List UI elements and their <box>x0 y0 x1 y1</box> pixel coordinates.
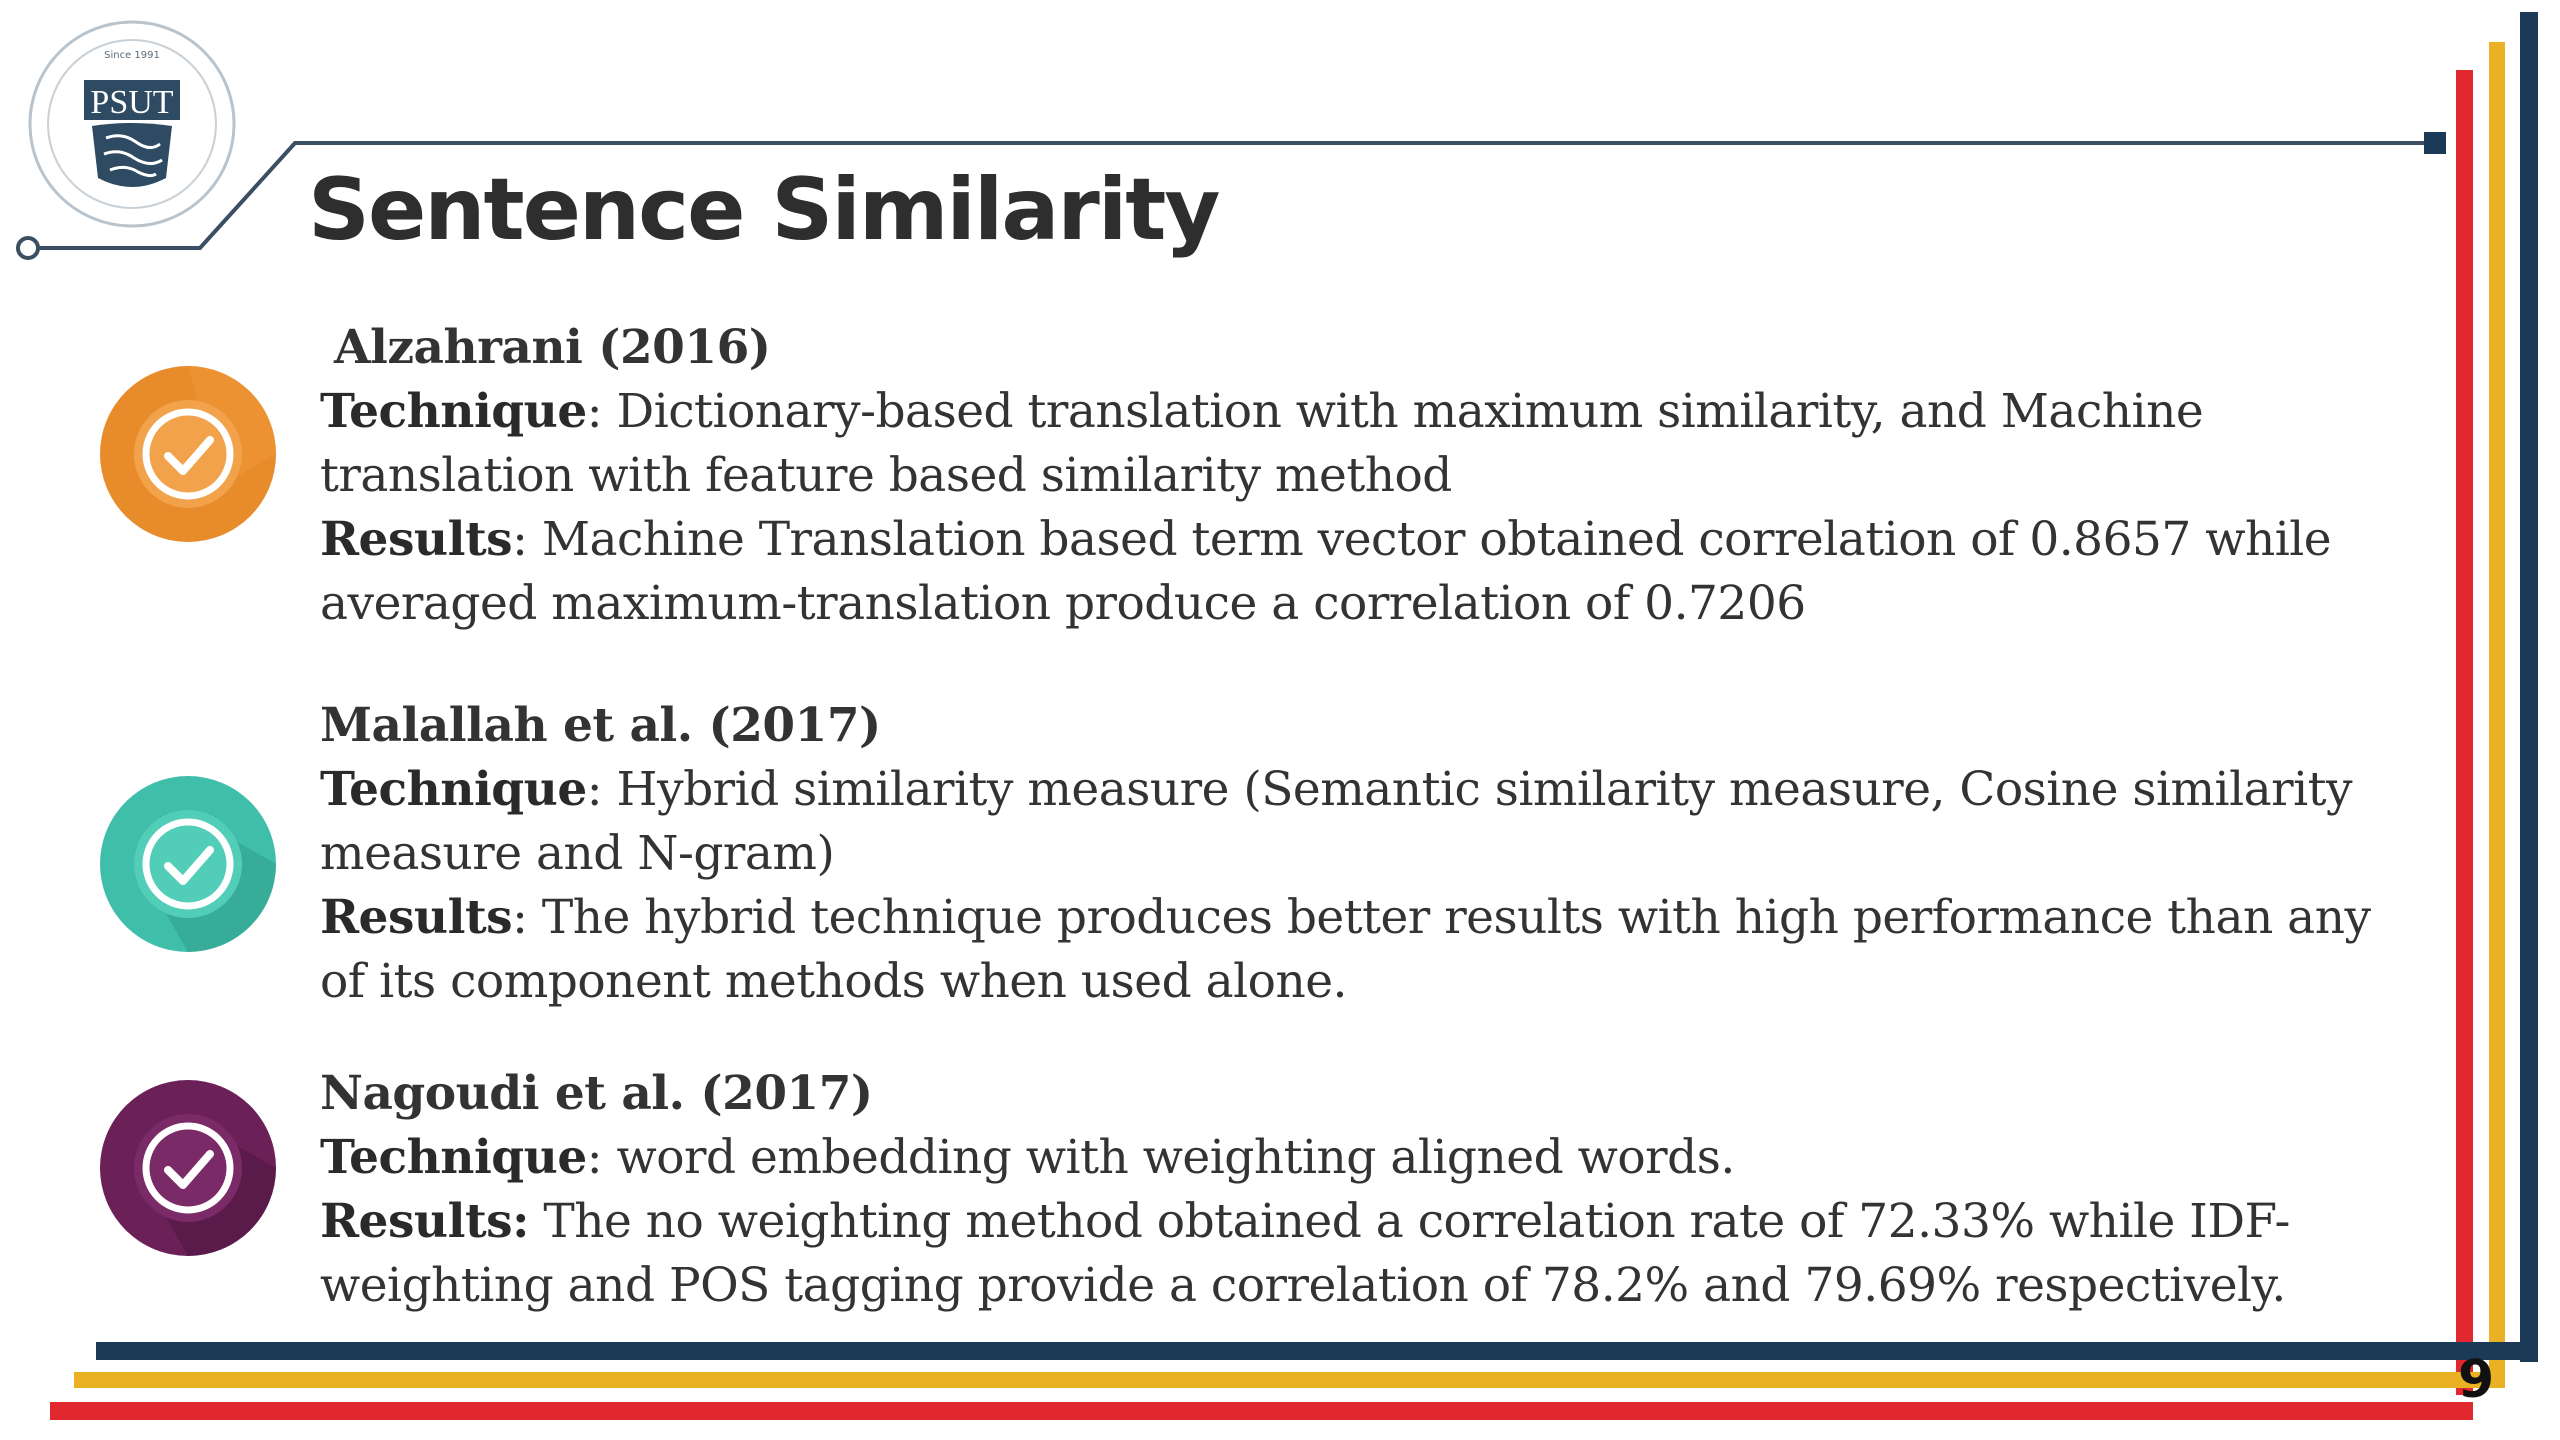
frame-bar-red-vertical <box>2456 70 2473 1395</box>
connector-start-dot <box>16 236 40 260</box>
university-logo: PSUT Since 1991 <box>26 18 238 230</box>
frame-bar-gold-horizontal <box>74 1372 2505 1388</box>
slide-title: Sentence Similarity <box>308 160 1220 260</box>
check-circle-icon <box>100 1080 276 1256</box>
technique-text: : word embedding with weighting aligned … <box>586 1130 1736 1185</box>
technique-text: : Dictionary-based translation with maxi… <box>320 384 2204 503</box>
results-text: : Machine Translation based term vector … <box>320 512 2332 631</box>
results-text: The no weighting method obtained a corre… <box>320 1194 2290 1313</box>
technique-label: Technique <box>320 384 587 439</box>
technique-label: Technique <box>320 1130 587 1185</box>
svg-text:PSUT: PSUT <box>90 84 173 121</box>
frame-bar-navy-horizontal <box>96 1342 2538 1360</box>
svg-text:Since 1991: Since 1991 <box>104 50 160 61</box>
results-label: Results <box>320 890 513 945</box>
entry-technique: Technique: Dictionary-based translation … <box>320 384 2204 503</box>
technique-text: : Hybrid similarity measure (Semantic si… <box>320 762 2353 881</box>
results-label: Results: <box>320 1194 529 1249</box>
page-number: 9 <box>2458 1350 2495 1410</box>
frame-bar-navy-vertical <box>2520 12 2538 1362</box>
entry-author: Alzahrani (2016) <box>334 320 771 375</box>
reference-entry-1: Alzahrani (2016) Technique: Dictionary-b… <box>320 316 2420 636</box>
header-connector-line <box>36 141 2428 250</box>
entry-results: Results: The hybrid technique produces b… <box>320 890 2371 1009</box>
entry-results: Results: The no weighting method obtaine… <box>320 1194 2290 1313</box>
reference-entry-3: Nagoudi et al. (2017) Technique: word em… <box>320 1062 2420 1318</box>
entry-results: Results: Machine Translation based term … <box>320 512 2332 631</box>
entry-author: Nagoudi et al. (2017) <box>320 1066 873 1121</box>
frame-bar-gold-vertical <box>2489 42 2505 1382</box>
check-circle-icon <box>100 366 276 542</box>
entry-author: Malallah et al. (2017) <box>320 698 881 753</box>
frame-bar-red-horizontal <box>50 1402 2473 1420</box>
results-label: Results <box>320 512 513 567</box>
reference-entry-2: Malallah et al. (2017) Technique: Hybrid… <box>320 694 2420 1014</box>
connector-end-square <box>2424 132 2446 154</box>
entry-technique: Technique: Hybrid similarity measure (Se… <box>320 762 2353 881</box>
check-circle-icon <box>100 776 276 952</box>
results-text: : The hybrid technique produces better r… <box>320 890 2371 1009</box>
technique-label: Technique <box>320 762 587 817</box>
entry-technique: Technique: word embedding with weighting… <box>320 1130 1735 1185</box>
